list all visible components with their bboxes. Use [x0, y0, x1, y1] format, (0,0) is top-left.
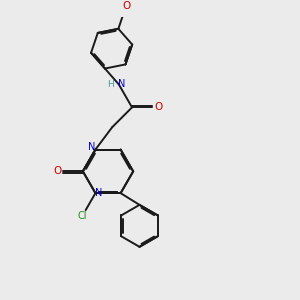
Text: N: N	[95, 188, 103, 198]
Text: H: H	[108, 80, 114, 89]
Text: O: O	[122, 1, 130, 11]
Text: O: O	[154, 102, 162, 112]
Text: Cl: Cl	[77, 211, 87, 221]
Text: N: N	[88, 142, 95, 152]
Text: O: O	[53, 166, 61, 176]
Text: N: N	[118, 79, 125, 89]
